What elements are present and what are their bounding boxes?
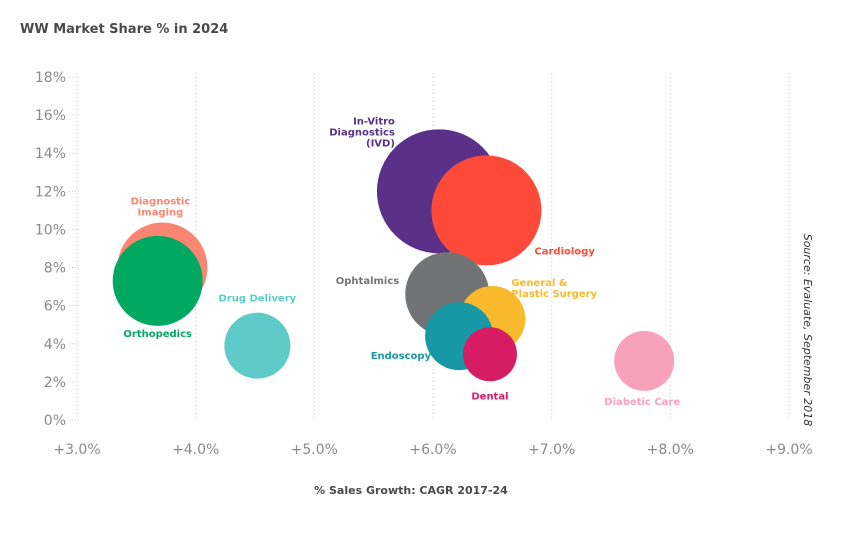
source-note: Source: Evaluate, September 2018 <box>801 234 814 427</box>
bubbles <box>112 129 675 391</box>
bubble-labels: Diagnostic Imaging Orthopedics Drug Deliver… <box>123 116 680 408</box>
bubble-diabetic-care <box>614 330 675 391</box>
bubble-orthopedics <box>112 235 203 326</box>
x-axis-ticks: +3.0% +4.0% +5.0% +6.0% +7.0% +8.0% +9.0% <box>53 442 812 458</box>
bubble-label-diagnostic-imaging: Diagnostic Imaging <box>131 197 191 219</box>
bubble-label-diabetic-care: Diabetic Care <box>604 397 680 408</box>
y-tick-label: 0% <box>44 413 66 429</box>
y-tick-label: 12% <box>35 184 66 200</box>
y-tick-label: 4% <box>44 337 66 353</box>
x-axis-title: % Sales Growth: CAGR 2017-24 <box>314 484 508 497</box>
x-tick-label: +3.0% <box>53 442 100 458</box>
bubble-label-ophtalmics: Ophtalmics <box>336 276 400 287</box>
chart-title: WW Market Share % in 2024 <box>20 22 229 37</box>
bubble-label-cardiology: Cardiology <box>534 246 595 257</box>
y-axis-ticks: 0% 2% 4% 6% 8% 10% 12% 14% 16% 18% <box>35 70 79 429</box>
bubble-label-orthopedics: Orthopedics <box>123 329 192 340</box>
y-tick-label: 14% <box>35 146 66 162</box>
y-tick-label: 18% <box>35 70 66 86</box>
bubble-label-endoscopy: Endoscopy <box>371 351 432 362</box>
x-tick-label: +7.0% <box>528 442 575 458</box>
bubble-dental <box>462 327 517 382</box>
y-tick-label: 8% <box>44 261 66 277</box>
x-tick-label: +8.0% <box>647 442 694 458</box>
x-tick-label: +9.0% <box>765 442 812 458</box>
x-tick-label: +4.0% <box>172 442 219 458</box>
bubble-label-dental: Dental <box>471 391 508 402</box>
bubble-label-drug-delivery: Drug Delivery <box>219 294 297 305</box>
y-tick-label: 6% <box>44 299 66 315</box>
y-tick-label: 10% <box>35 222 66 238</box>
bubble-cardiology <box>431 155 542 266</box>
bubble-label-general-plastic-surgery: General & Plastic Surgery <box>511 278 597 300</box>
x-tick-label: +6.0% <box>409 442 456 458</box>
y-tick-label: 2% <box>44 375 66 391</box>
x-tick-label: +5.0% <box>291 442 338 458</box>
bubble-drug-delivery <box>224 312 291 379</box>
bubble-label-in-vitro-diagnostics-ivd: In-Vitro Diagnostics (IVD) <box>329 116 395 149</box>
y-tick-label: 16% <box>35 108 66 124</box>
